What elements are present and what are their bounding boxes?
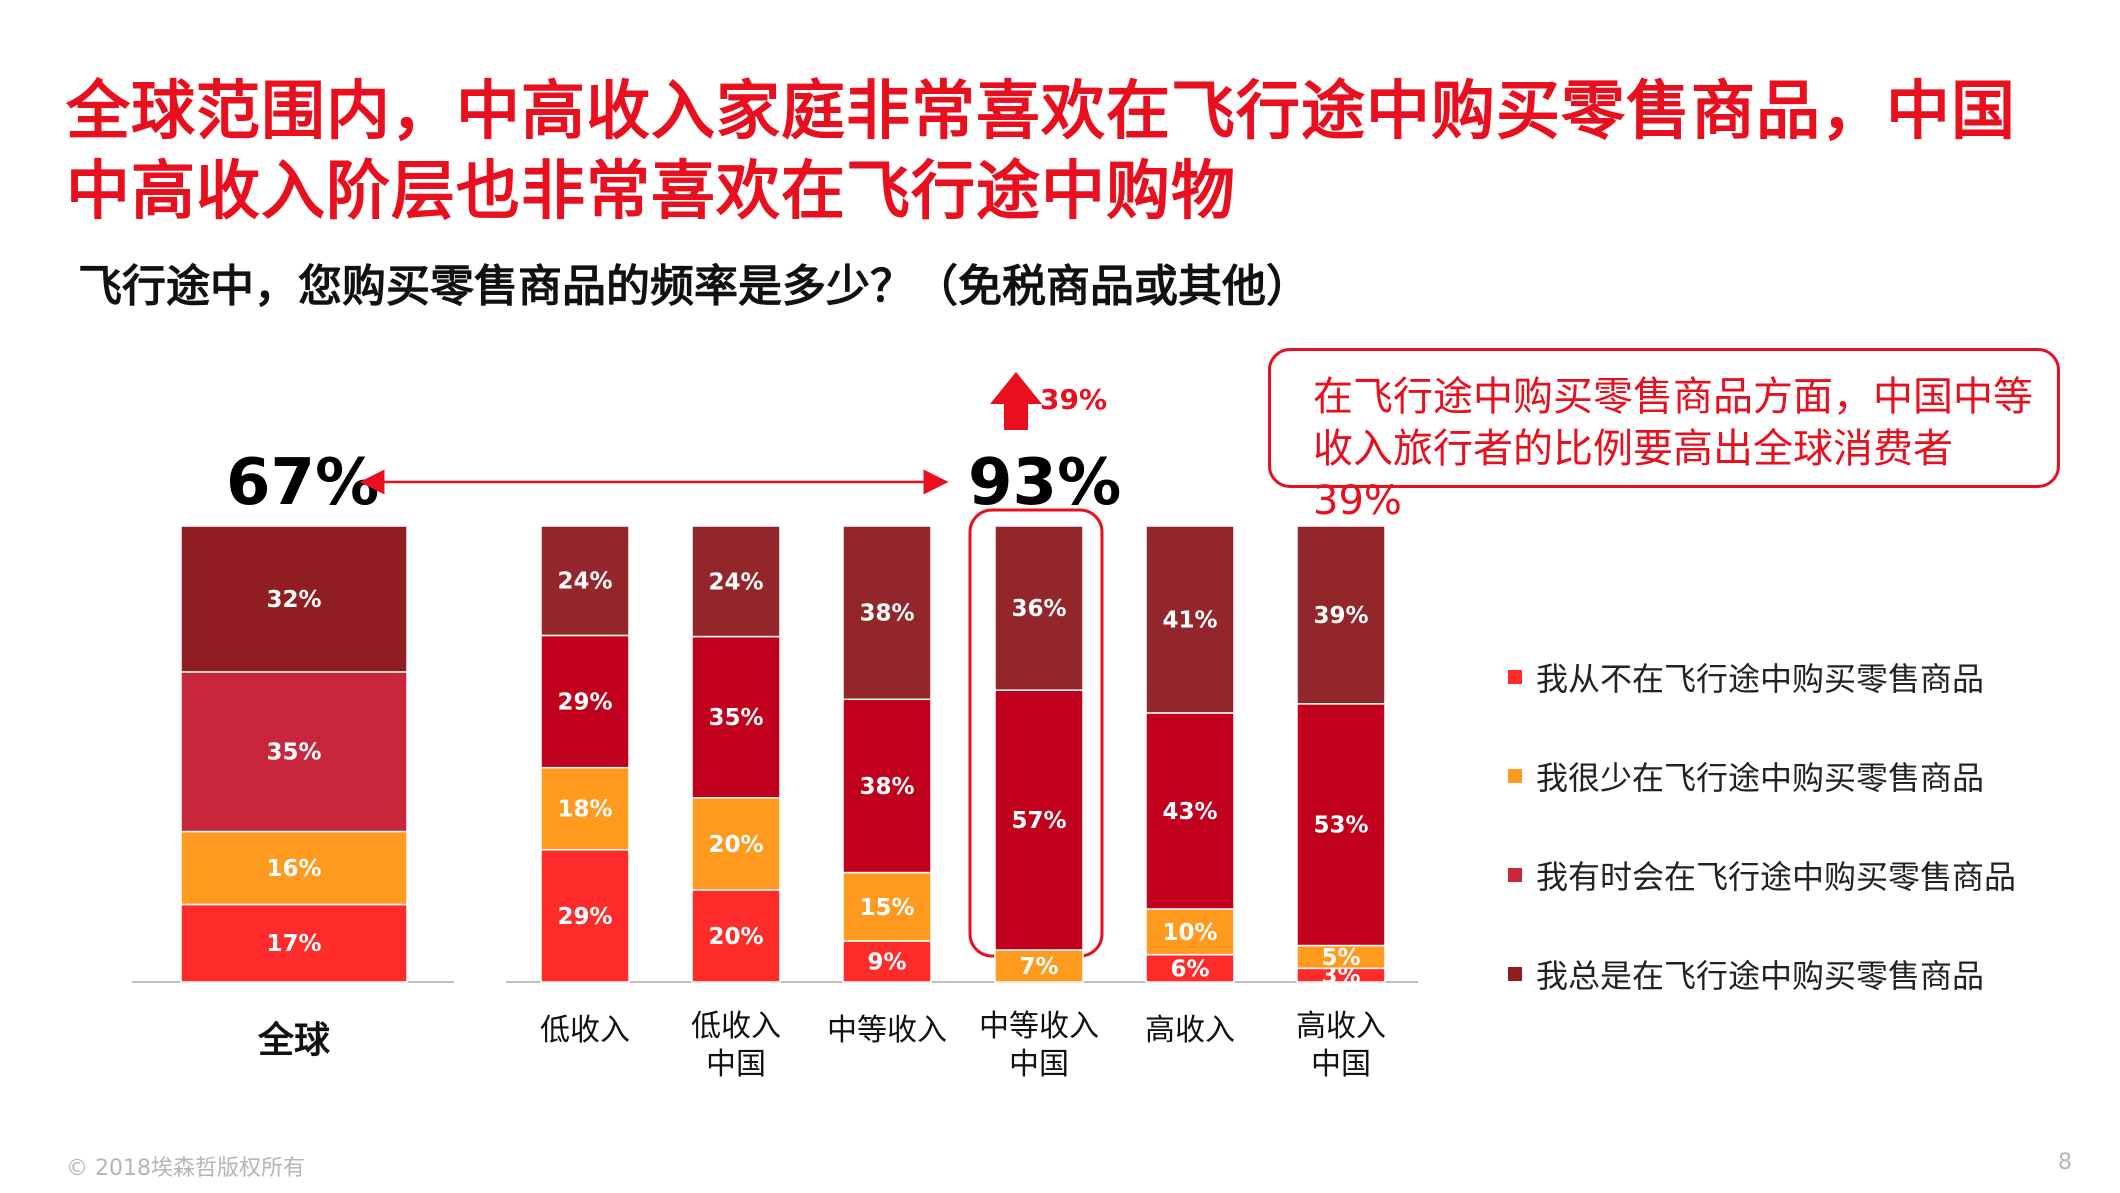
legend-item: 我有时会在飞行途中购买零售商品 <box>1508 850 2016 900</box>
bar-value-label: 10% <box>1162 920 1217 946</box>
category-label: 高收入 <box>1145 1013 1235 1048</box>
page-number: 8 <box>2058 1150 2072 1175</box>
category-label: 中国 <box>1311 1047 1371 1082</box>
bar-segment <box>180 671 408 833</box>
bar-value-label: 38% <box>859 774 914 800</box>
bar-segment <box>1145 908 1235 956</box>
bar-value-label: 17% <box>266 931 321 957</box>
bar-value-label: 16% <box>266 856 321 882</box>
category-label: 中等收入 <box>979 1009 1099 1044</box>
bar-value-label: 29% <box>557 904 612 930</box>
bar-value-label: 20% <box>708 832 763 858</box>
legend-label: 我有时会在飞行途中购买零售商品 <box>1536 858 2017 896</box>
callout-box: 在飞行途中购买零售商品方面，中国中等收入旅行者的比例要高出全球消费者39% <box>1268 348 2060 524</box>
bar-value-label: 39% <box>1313 603 1368 629</box>
bar-value-label: 9% <box>867 949 906 975</box>
increase-label: 39% <box>1040 383 1108 416</box>
category-label: 高收入 <box>1296 1009 1386 1044</box>
bar-segment <box>691 889 781 983</box>
bar-segment <box>842 698 932 874</box>
legend-swatch <box>1508 967 1522 981</box>
bar-segment <box>180 903 408 983</box>
bar-value-label: 35% <box>708 705 763 731</box>
bar-segment <box>691 635 781 799</box>
legend-label: 我总是在飞行途中购买零售商品 <box>1536 957 1985 995</box>
bar-value-label: 24% <box>708 569 763 595</box>
bar-segment <box>842 525 932 701</box>
bar-segment <box>540 766 630 851</box>
bar-segment <box>540 525 630 637</box>
bar-segment <box>180 830 408 906</box>
legend-label: 我从不在飞行途中购买零售商品 <box>1536 660 1985 698</box>
category-label: 低收入 <box>691 1009 781 1044</box>
bar-value-label: 35% <box>266 740 321 766</box>
category-label: 全球 <box>257 1019 331 1061</box>
bar-value-label: 53% <box>1313 813 1368 839</box>
bar-segment <box>540 849 630 983</box>
bar-value-label: 29% <box>557 690 612 716</box>
category-label: 低收入 <box>540 1013 630 1048</box>
legend-item: 我总是在飞行途中购买零售商品 <box>1508 949 2016 999</box>
bar-segment <box>842 871 932 942</box>
bar-value-label: 43% <box>1162 799 1217 825</box>
bar-segment <box>842 940 932 983</box>
bar-segment <box>1145 525 1235 714</box>
category-label: 中等收入 <box>827 1013 947 1048</box>
bar-value-label: 36% <box>1011 596 1066 622</box>
legend-swatch <box>1508 769 1522 783</box>
bar-value-label: 18% <box>557 797 612 823</box>
category-label: 中国 <box>706 1047 766 1082</box>
copyright-footer: © 2018埃森哲版权所有 <box>66 1156 305 1181</box>
bar-value-label: 6% <box>1170 956 1209 982</box>
legend-label: 我很少在飞行途中购买零售商品 <box>1536 759 1985 797</box>
bar-value-label: 24% <box>557 569 612 595</box>
bar-value-label: 15% <box>859 895 914 921</box>
legend-item: 我从不在飞行途中购买零售商品 <box>1508 652 2016 702</box>
bar-value-label: 57% <box>1011 808 1066 834</box>
increase-arrow-icon <box>990 372 1042 430</box>
bar-value-label: 7% <box>1019 954 1058 980</box>
bar-value-label: 20% <box>708 924 763 950</box>
bar-segment <box>1296 703 1386 947</box>
category-label: 中国 <box>1009 1047 1069 1082</box>
bar-value-label: 41% <box>1162 607 1217 633</box>
page-title: 全球范围内，中高收入家庭非常喜欢在飞行途中购买零售商品，中国中高收入阶层也非常喜… <box>66 75 2016 229</box>
bar-value-label: 5% <box>1321 945 1360 971</box>
legend-item: 我很少在飞行途中购买零售商品 <box>1508 751 2016 801</box>
china-middle-percentage: 93% <box>968 446 1122 520</box>
bar-segment <box>994 525 1084 691</box>
bar-segment <box>1145 953 1235 983</box>
bar-value-label: 38% <box>859 601 914 627</box>
chart-legend: 我从不在飞行途中购买零售商品 我很少在飞行途中购买零售商品 我有时会在飞行途中购买零… <box>1508 652 2016 1048</box>
bar-segment <box>180 525 408 673</box>
global-percentage: 67% <box>226 446 380 520</box>
question-subtitle: 飞行途中，您购买零售商品的频率是多少？（免税商品或其他） <box>78 261 1310 312</box>
bar-segment <box>994 949 1084 983</box>
bar-value-label: 32% <box>266 587 321 613</box>
bar-segment <box>691 525 781 638</box>
bar-segment <box>1296 525 1386 705</box>
legend-swatch <box>1508 670 1522 684</box>
bar-segment <box>540 634 630 769</box>
legend-swatch <box>1508 868 1522 882</box>
